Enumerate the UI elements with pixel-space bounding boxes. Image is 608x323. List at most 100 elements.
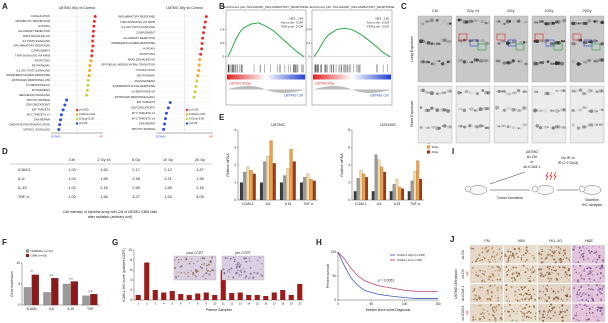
ihc-cell [587,257,589,259]
ihc-cell [580,254,583,256]
pathway-label: UV RESPONSE UP [26,83,50,87]
ihc-cell [601,288,603,290]
bar [297,284,303,300]
ihc-cell [525,249,528,251]
pathway-label: EPITHELIAL MESENCHYMAL TRANSITION [101,63,155,67]
ihc-cell [500,255,503,258]
spot [546,91,550,96]
pathway-label: MTORC1 SIGNALING [23,127,50,131]
row-label: IL-6 [18,177,25,181]
spot [430,62,434,66]
spot [446,60,450,64]
ihc-cell [496,278,499,281]
ihc-cell [495,294,497,296]
ihc-cell [237,269,239,272]
ihc-cell [546,266,549,268]
spot [519,126,523,130]
ihc-cell [546,317,548,319]
ihc-cell [497,290,499,292]
spot [419,60,423,64]
dot [59,118,63,122]
panel-label: D [2,147,8,156]
ihc-cell [527,289,530,292]
ihc-cell [540,253,543,256]
ihc-cell [478,253,481,257]
bar [353,191,357,201]
spot [432,42,436,45]
ihc-cell [525,315,528,318]
ihc-cell [260,273,263,276]
ihc-cell [492,274,495,276]
spot [502,108,507,112]
dot [195,79,199,83]
ihc-cell [573,279,576,281]
ihc-cell [548,271,551,274]
spot [519,20,522,23]
ihc-cell [253,271,256,274]
ihc-cell [554,261,557,264]
ihc-cell [589,270,592,273]
dot [202,31,205,35]
ihc-cell [542,320,545,322]
ihc-cell [511,256,513,258]
ihc-cell [547,311,549,313]
pathway-label: HEDGEHOG SIGNALING [19,93,50,97]
ihc-cell [583,278,586,281]
spot [501,61,504,65]
ihc-cell [483,312,485,315]
membrane [531,15,567,83]
ihc-cell [471,271,473,273]
spot [508,61,512,65]
ihc-cell [557,274,560,276]
ihc-cell [558,266,561,268]
panel-label: J [450,235,454,244]
spot [589,40,593,44]
y-tick-label: 2 [348,180,350,184]
ihc-cell [562,258,564,260]
ihc-cell [532,266,534,268]
ihc-cell [509,303,511,306]
y-tick-label: 0 [223,54,225,58]
spot [457,107,461,111]
ihc-cell [526,267,529,270]
membrane [493,85,529,144]
spot [538,19,542,24]
spot [435,19,439,22]
ihc-cell [487,310,489,313]
ihc-cell [497,298,499,300]
ihc-cell [229,271,231,273]
spot [432,106,436,110]
y-tick-label: 2 [130,288,132,292]
bar [272,163,276,201]
x-tick-label: 19 [290,302,294,306]
ihc-cell [599,246,601,248]
ihc-cell [572,317,575,320]
ihc-cell [180,258,183,261]
spot [598,108,602,111]
ihc-cell [596,310,599,312]
legend-label: 0.001≤p<0.01 [79,112,96,116]
bar [401,188,405,201]
dot [86,78,90,82]
ihc-cell [191,258,193,260]
spot [484,21,488,25]
ihc-cell [549,253,551,256]
ihc-cell [487,265,490,267]
spot [501,90,504,93]
ihc-cell [562,310,564,313]
caption: Cell intensity of cytokine array with CM… [63,210,157,214]
dot [204,15,208,19]
spot [513,108,517,112]
spot [560,40,564,43]
ihc-cell [527,269,529,271]
spot [481,124,484,127]
spot [593,20,596,23]
x-tick-label: IL15 [394,202,401,206]
spot [511,126,515,129]
y-tick-label: 100 [331,250,337,254]
pathway-label: DNA REPAIR [34,117,50,121]
ihc-cell [557,246,560,249]
ihc-cell [238,274,241,276]
ihc-cell [520,311,522,313]
spot [541,39,544,43]
